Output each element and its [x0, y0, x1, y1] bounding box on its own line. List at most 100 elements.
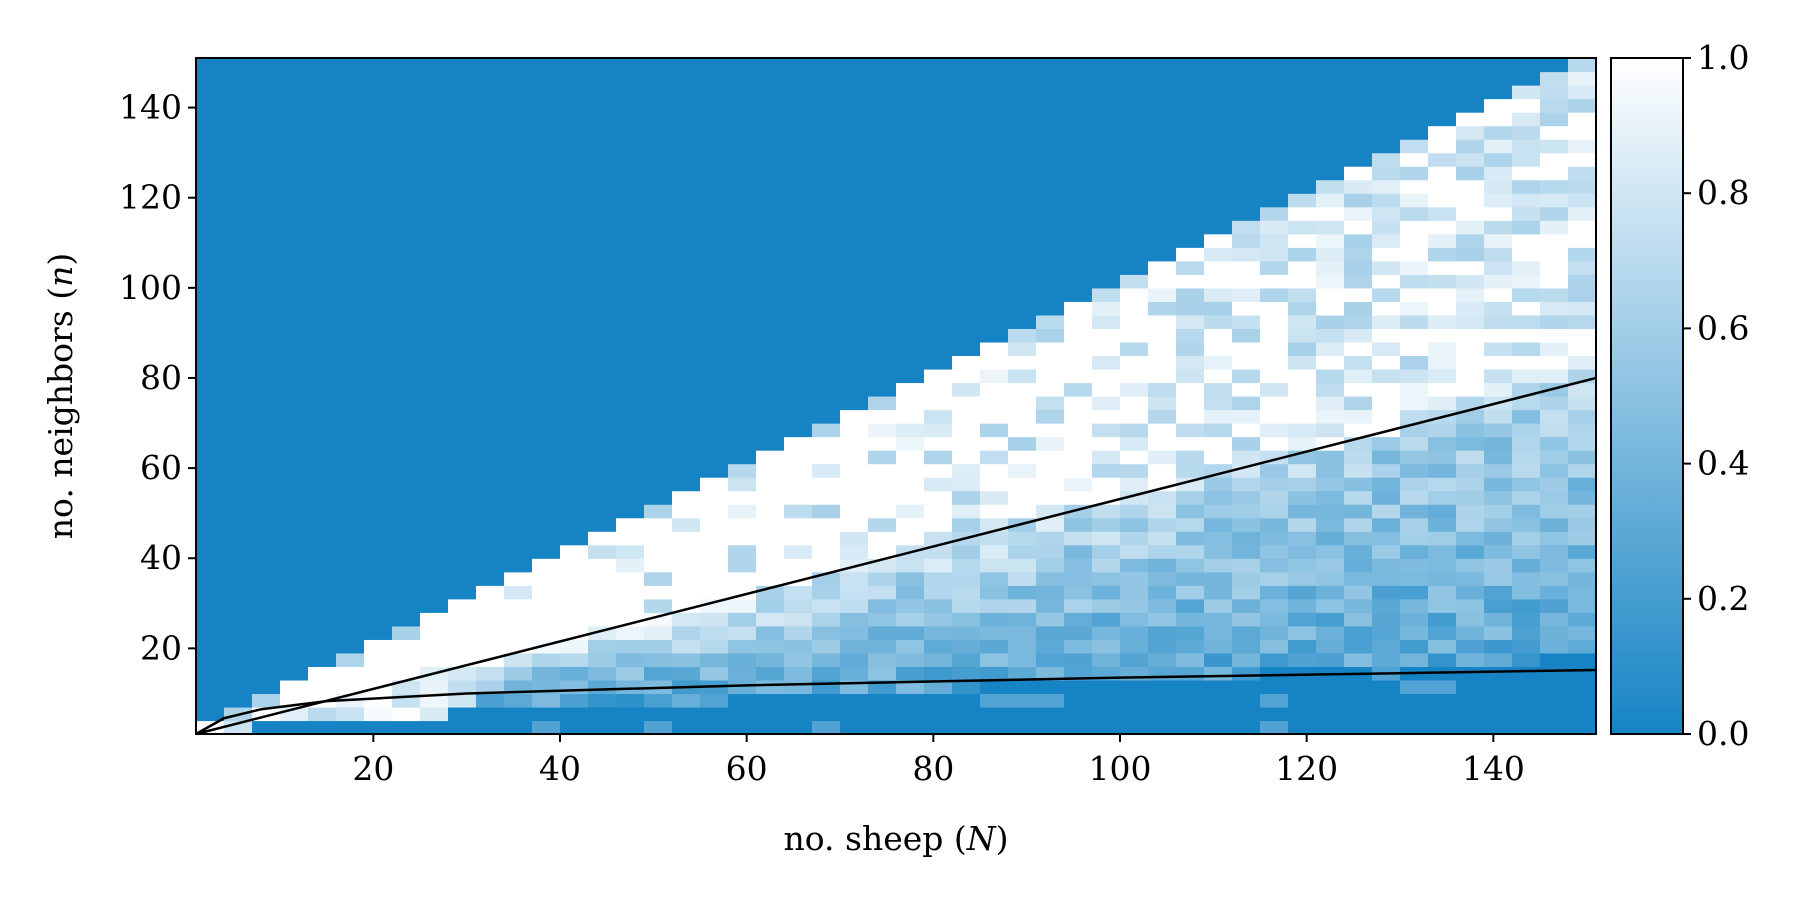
heatmap-cell [1008, 152, 1037, 167]
heatmap-cell [868, 625, 897, 640]
heatmap-cell [560, 477, 589, 492]
heatmap-cell [560, 409, 589, 424]
heatmap-cell [1176, 517, 1205, 532]
heatmap-cell [252, 260, 281, 275]
heatmap-cell [476, 598, 505, 613]
heatmap-cell [812, 58, 841, 73]
heatmap-cell [672, 341, 701, 357]
heatmap-cell [756, 233, 785, 248]
heatmap-cell [1148, 85, 1177, 100]
heatmap-cell [1260, 558, 1289, 573]
heatmap-cell [252, 720, 281, 735]
heatmap-cell [980, 152, 1009, 167]
heatmap-cell [784, 206, 813, 221]
heatmap-cell [952, 504, 981, 519]
heatmap-cell [1316, 341, 1345, 357]
heatmap-cell [1148, 328, 1177, 343]
heatmap-cell [1400, 639, 1429, 654]
heatmap-cell [896, 639, 925, 654]
heatmap-cell [1260, 463, 1289, 478]
heatmap-cell [1260, 396, 1289, 411]
heatmap-cell [280, 666, 309, 681]
heatmap-cell [476, 571, 505, 586]
heatmap-cell [420, 328, 449, 343]
heatmap-cell [672, 585, 701, 600]
heatmap-cell [336, 260, 365, 275]
heatmap-cell [896, 355, 925, 370]
heatmap-cell [504, 112, 533, 127]
heatmap-cell [1120, 382, 1149, 397]
heatmap-cell [308, 598, 337, 613]
heatmap-cell [812, 463, 841, 478]
heatmap-cell [784, 220, 813, 235]
heatmap-cell [1540, 301, 1569, 316]
heatmap-cell [1316, 233, 1345, 248]
heatmap-cell [700, 477, 729, 492]
heatmap-cell [1008, 301, 1037, 316]
heatmap-cell [1232, 328, 1261, 343]
heatmap-cell [224, 287, 253, 302]
heatmap-cell [1232, 382, 1261, 397]
heatmap-cell [1484, 301, 1513, 316]
heatmap-cell [196, 396, 225, 411]
heatmap-cell [1540, 531, 1569, 546]
heatmap-cell [840, 341, 869, 357]
heatmap-cell [1372, 625, 1401, 640]
heatmap-cell [896, 85, 925, 100]
heatmap-cell [392, 450, 421, 465]
heatmap-cell [1288, 355, 1317, 370]
heatmap-cell [784, 463, 813, 478]
heatmap-cell [1428, 625, 1457, 640]
heatmap-cell [308, 341, 337, 357]
heatmap-cell [588, 612, 617, 627]
heatmap-cell [1288, 436, 1317, 451]
heatmap-cell [336, 139, 365, 154]
heatmap-cell [308, 585, 337, 600]
heatmap-cell [840, 71, 869, 86]
heatmap-cell [1288, 504, 1317, 519]
heatmap-cell [1456, 341, 1485, 357]
heatmap-cell [700, 571, 729, 586]
heatmap-cell [1428, 423, 1457, 438]
heatmap-cell [1456, 423, 1485, 438]
heatmap-cell [1204, 490, 1233, 505]
heatmap-cell [1204, 179, 1233, 194]
heatmap-cell [1400, 625, 1429, 640]
colorbar-tick-label: 0.8 [1697, 173, 1749, 212]
heatmap-cell [1064, 328, 1093, 343]
heatmap-cell [1148, 531, 1177, 546]
heatmap-cell [784, 58, 813, 73]
heatmap-cell [448, 220, 477, 235]
heatmap-cell [1008, 247, 1037, 262]
heatmap-cell [1176, 341, 1205, 357]
heatmap-cell [1428, 166, 1457, 181]
heatmap-cell [1232, 206, 1261, 221]
heatmap-cell [616, 477, 645, 492]
heatmap-cell [336, 125, 365, 140]
heatmap-cell [1008, 355, 1037, 370]
heatmap-cell [392, 328, 421, 343]
heatmap-cell [1316, 598, 1345, 613]
heatmap-cell [980, 652, 1009, 667]
heatmap-cell [448, 287, 477, 302]
heatmap-cell [336, 85, 365, 100]
heatmap-cell [952, 58, 981, 73]
heatmap-cell [1456, 125, 1485, 140]
heatmap-cell [1512, 504, 1541, 519]
heatmap-cell [728, 341, 757, 357]
heatmap-cell [1428, 679, 1457, 695]
heatmap-cell [1176, 368, 1205, 384]
heatmap-cell [868, 193, 897, 208]
heatmap-cell [448, 179, 477, 194]
heatmap-cell [308, 679, 337, 695]
heatmap-cell [1288, 112, 1317, 127]
heatmap-cell [1400, 531, 1429, 546]
heatmap-cell [1064, 544, 1093, 559]
heatmap-cell [728, 693, 757, 708]
heatmap-cell [1568, 409, 1597, 424]
heatmap-cell [840, 720, 869, 735]
heatmap-cell [420, 625, 449, 640]
heatmap-cell [1232, 193, 1261, 208]
heatmap-cell [700, 639, 729, 654]
heatmap-cell [840, 585, 869, 600]
